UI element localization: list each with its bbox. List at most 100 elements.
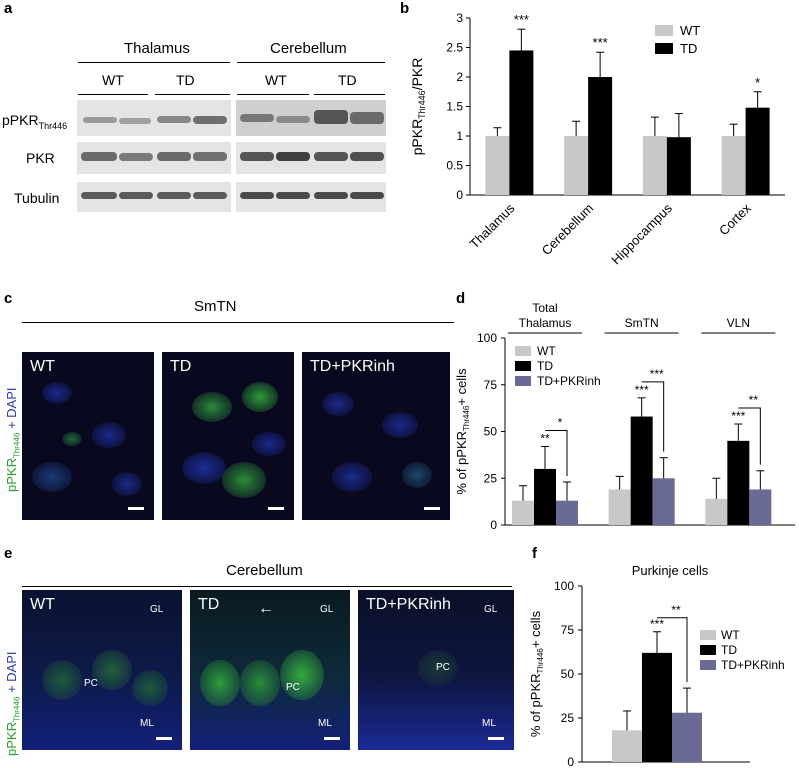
row-label-pkr: PKR <box>26 150 55 166</box>
legend-label: TD <box>537 359 553 373</box>
divider <box>237 94 309 95</box>
divider <box>78 62 230 63</box>
group-title: Total <box>532 301 557 315</box>
group-wt: WT <box>102 72 124 88</box>
legend-label: TD+PKRinh <box>721 658 785 672</box>
y-tick-label: 0.5 <box>446 159 463 173</box>
bar <box>512 500 534 525</box>
bar <box>588 77 613 195</box>
bar <box>727 440 750 525</box>
significance-mark: ** <box>749 393 759 407</box>
group-title: Thalamus <box>519 316 572 330</box>
bar <box>642 652 672 762</box>
y-axis-label: % of pPKRThr446+ cells <box>528 610 545 737</box>
legend-swatch <box>515 361 531 371</box>
y-tick-label: 1.5 <box>446 100 463 114</box>
panel-b-label: b <box>400 0 410 17</box>
significance-mark: ** <box>540 431 550 445</box>
x-tick-label: Hippocampus <box>608 200 675 267</box>
western-blot <box>236 142 386 174</box>
significance-mark: *** <box>650 617 664 631</box>
y-tick-label: 50 <box>561 667 575 681</box>
bar <box>705 498 728 525</box>
legend-swatch <box>700 645 716 655</box>
group-td: TD <box>338 72 357 88</box>
significance-bracket <box>738 407 761 465</box>
legend-swatch <box>655 43 673 54</box>
significance-mark: * <box>755 75 760 90</box>
significance-mark: *** <box>514 12 529 27</box>
y-tick-label: 100 <box>477 331 497 345</box>
bar <box>608 489 631 525</box>
y-tick-label: 0 <box>490 518 497 532</box>
y-tick-label: 100 <box>554 579 574 593</box>
bar <box>556 500 578 525</box>
group-title: SmTN <box>625 316 659 330</box>
y-tick-label: 2 <box>456 70 463 84</box>
micrograph-wt: WT GL PC ML <box>22 590 182 750</box>
western-blot <box>236 182 386 212</box>
significance-mark: * <box>558 415 563 429</box>
chart-f: Purkinje cells 0 25 50 75 100 % of pPKRThr446+… <box>528 563 785 768</box>
row-label-tubulin: Tubulin <box>14 190 60 206</box>
divider <box>22 322 454 323</box>
micrograph-td-pkrinh: TD+PKRinh GL PC ML <box>358 590 514 750</box>
significance-mark: *** <box>650 367 664 381</box>
divider <box>22 586 512 587</box>
micrograph-wt: WT <box>22 352 154 520</box>
ylabel-c: pPKRThr446 + DAPI <box>4 387 22 493</box>
chart-b: 00.511.522.53pPKRThr446/PKR***Thalamus**… <box>409 11 785 267</box>
western-blot <box>77 182 231 212</box>
region-thalamus: Thalamus <box>124 40 190 57</box>
bar <box>612 730 642 762</box>
y-tick-label: 25 <box>561 711 575 725</box>
bar <box>509 50 534 196</box>
group-title: VLN <box>727 316 750 330</box>
legend-label: TD <box>721 643 737 657</box>
y-tick-label: 2.5 <box>446 41 463 55</box>
bar <box>485 136 510 195</box>
legend-label: TD <box>680 41 697 56</box>
y-tick-label: 0 <box>456 188 463 202</box>
legend-swatch <box>515 346 531 356</box>
western-blot <box>77 142 231 174</box>
significance-bracket <box>545 429 568 476</box>
significance-bracket <box>657 617 688 683</box>
y-tick-label: 75 <box>561 623 575 637</box>
micrograph-td-pkrinh: TD+PKRinh <box>302 352 450 520</box>
bar <box>745 107 770 195</box>
bar <box>630 416 653 525</box>
y-tick-label: 75 <box>484 378 498 392</box>
chart-d: 0 25 50 75 100 % of pPKRThr446+ cells TotalTha… <box>454 301 795 532</box>
y-axis-label: pPKRThr446/PKR <box>409 58 427 156</box>
bar <box>564 136 589 195</box>
bar <box>672 712 702 762</box>
panel-f-label: f <box>532 545 537 562</box>
legend-swatch <box>515 376 531 386</box>
significance-mark: *** <box>635 383 649 397</box>
legend-swatch <box>700 630 716 640</box>
panel-a-label: a <box>4 0 13 17</box>
western-blot <box>77 100 231 136</box>
y-tick-label: 1 <box>456 129 463 143</box>
significance-mark: *** <box>731 409 745 423</box>
arrow-icon: ← <box>258 600 274 617</box>
bar <box>534 468 556 525</box>
panel-d-label: d <box>456 290 466 307</box>
significance-mark: *** <box>593 35 608 50</box>
group-wt: WT <box>265 72 287 88</box>
group-td: TD <box>176 72 195 88</box>
bar <box>721 136 746 195</box>
bar <box>642 136 667 195</box>
y-tick-label: 3 <box>456 11 463 25</box>
legend-swatch <box>655 25 673 36</box>
legend-label: TD+PKRinh <box>537 374 601 388</box>
y-tick-label: 25 <box>484 471 498 485</box>
micrograph-td: TD ← GL PC ML <box>190 590 350 750</box>
micrograph-td: TD <box>162 352 294 520</box>
bar <box>652 478 675 525</box>
legend-label: WT <box>680 23 700 38</box>
significance-bracket <box>641 381 665 452</box>
panel-e-label: e <box>4 545 13 562</box>
x-tick-label: Cortex <box>716 200 754 238</box>
